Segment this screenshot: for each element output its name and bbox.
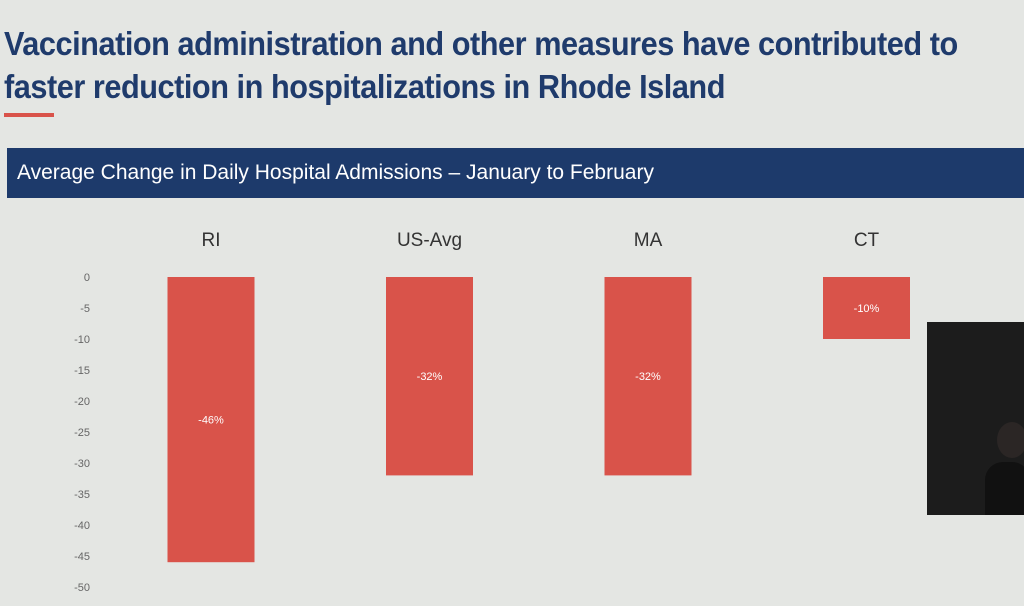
bar [386,277,473,476]
y-tick-label: 0 [84,272,90,284]
slide-title: Vaccination administration and other mea… [4,22,958,108]
bar [167,277,255,563]
category-label: RI [202,230,221,251]
y-tick-label: -15 [74,365,90,377]
y-tick-label: -40 [74,520,90,532]
y-tick-label: -25 [74,427,90,439]
bar [823,277,910,339]
bar-chart: 0 -5 -10 -15 -20 -25 -30 -35 -40 -45 -50 RI -46% US-A… [74,230,910,594]
interpreter-body [985,462,1024,515]
data-label: -10% [854,303,880,315]
category-label: CT [854,230,880,251]
chart-banner-text: Average Change in Daily Hospital Admissi… [17,161,654,184]
category-label: US-Avg [397,230,462,251]
sign-language-interpreter-video [927,322,1024,515]
data-label: -46% [198,415,224,427]
y-tick-label: -20 [74,396,90,408]
data-label: -32% [635,371,661,383]
category-label: MA [634,230,663,251]
y-tick-label: -5 [80,303,90,315]
interpreter-head [997,422,1024,458]
y-tick-label: -30 [74,458,90,470]
title-accent-underline [4,113,54,117]
y-tick-label: -35 [74,489,90,501]
slide-title-line-2: faster reduction in hospitalizations in … [4,68,725,105]
y-tick-label: -45 [74,551,90,563]
y-tick-label: -50 [74,582,90,594]
bar [604,277,692,476]
data-label: -32% [417,371,443,383]
y-tick-label: -10 [74,334,90,346]
chart-banner: Average Change in Daily Hospital Admissi… [7,148,1024,198]
slide-title-line-1: Vaccination administration and other mea… [4,25,958,62]
